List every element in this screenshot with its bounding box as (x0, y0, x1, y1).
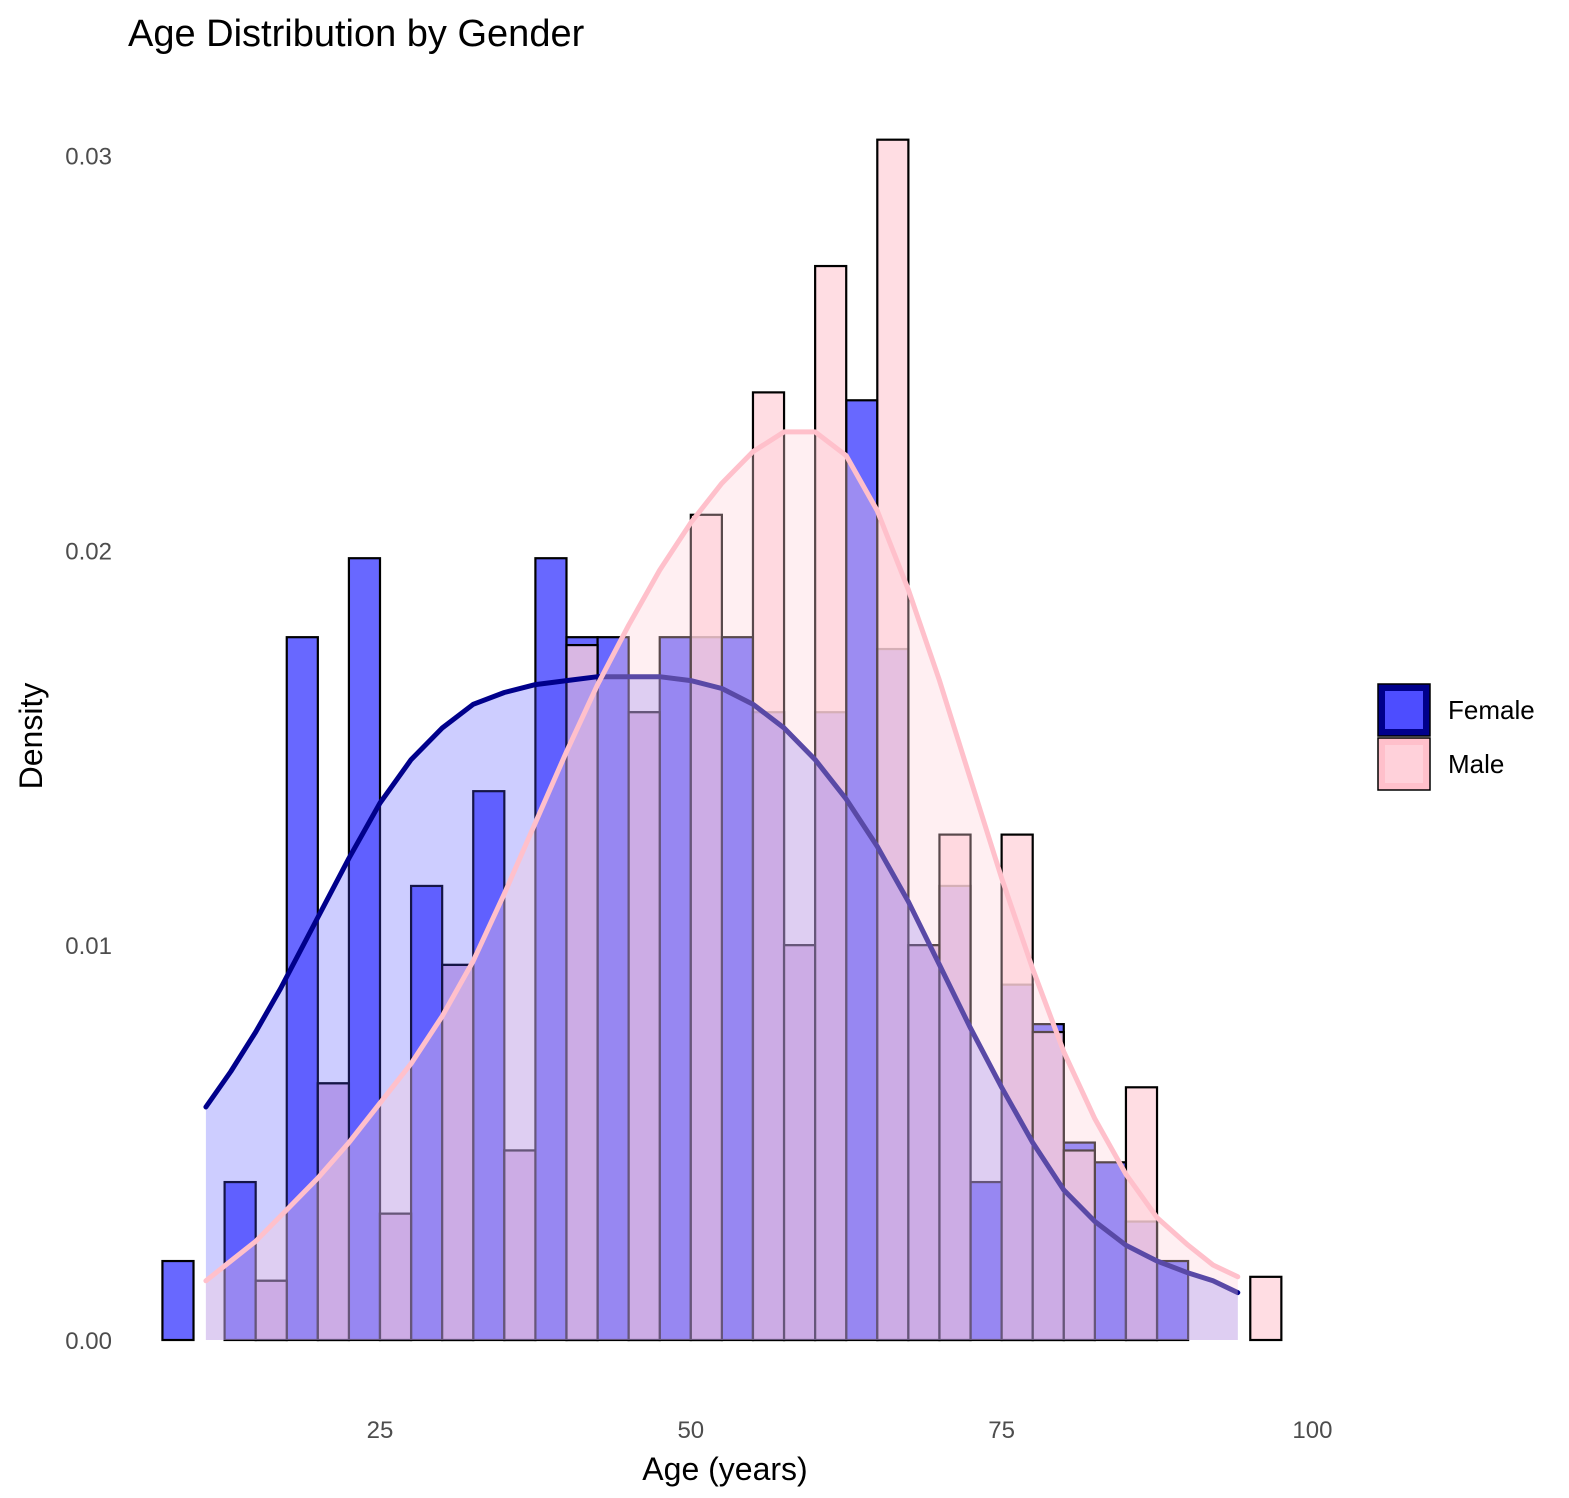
female-bar (845, 399, 879, 1342)
male-bar (378, 1212, 413, 1342)
y-tick-label: 0.01 (65, 933, 112, 960)
y-axis-ticks: 0.00 0.01 0.02 0.03 (65, 143, 112, 1355)
male-bars (254, 138, 1283, 1342)
chart-title: Age Distribution by Gender (128, 13, 585, 55)
legend-swatch-fill-male (1385, 745, 1423, 783)
male-bar (1249, 1275, 1283, 1342)
female-bar (596, 636, 630, 1342)
female-bar (285, 636, 319, 1342)
male-bar (316, 1082, 351, 1342)
x-tick-label: 50 (677, 1417, 704, 1444)
x-tick-label: 75 (988, 1417, 1015, 1444)
male-bar (751, 391, 786, 1342)
male-density-area (205, 431, 1238, 1340)
male-bar (938, 833, 972, 1342)
female-density-line (203, 674, 1241, 1296)
male-bar (565, 643, 599, 1342)
male-bar (441, 963, 475, 1342)
y-tick-label: 0.02 (65, 538, 112, 565)
legend: Female Male (1377, 683, 1535, 791)
male-bar (627, 711, 661, 1342)
y-axis-title: Density (13, 683, 49, 790)
male-density-line (203, 429, 1241, 1284)
x-tick-label: 100 (1292, 1417, 1332, 1444)
x-tick-label: 25 (367, 1417, 394, 1444)
x-axis-ticks: 25 50 75 100 (367, 1417, 1333, 1444)
plot-area (161, 138, 1283, 1342)
female-density-area (205, 676, 1238, 1340)
legend-label-male: Male (1448, 749, 1504, 779)
male-bar (907, 944, 941, 1342)
y-tick-label: 0.03 (65, 143, 112, 170)
y-tick-label: 0.00 (65, 1328, 112, 1355)
male-bar (782, 944, 817, 1342)
male-bar (1062, 1149, 1096, 1342)
legend-swatch-fill-female (1385, 691, 1423, 729)
female-bar (409, 884, 444, 1342)
female-bar (161, 1259, 195, 1342)
legend-label-female: Female (1448, 695, 1535, 725)
male-bar (876, 138, 910, 1342)
x-axis-title: Age (years) (642, 1451, 807, 1487)
male-bar (503, 1149, 537, 1342)
male-bar (689, 513, 723, 1342)
female-bar (347, 557, 382, 1342)
male-bar (254, 1279, 288, 1342)
density-curves (203, 429, 1241, 1340)
female-bar (534, 557, 568, 1342)
